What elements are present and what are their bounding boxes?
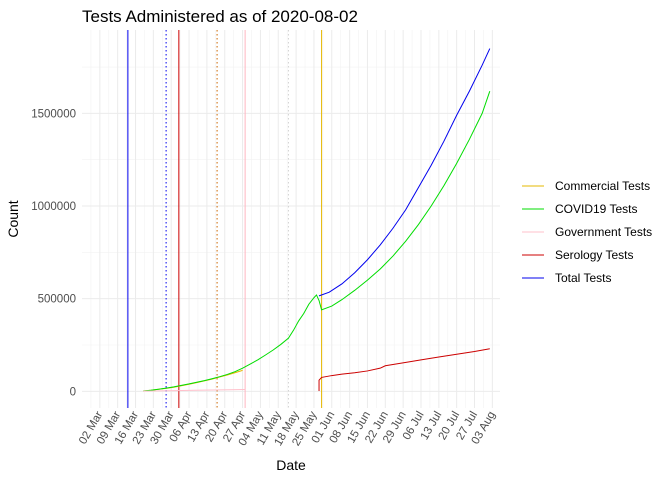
y-tick-label: 1500000	[31, 108, 76, 120]
series-line	[318, 48, 491, 297]
legend-label: Government Tests	[555, 225, 652, 239]
series-line	[143, 90, 491, 392]
series-line	[143, 388, 246, 392]
legend: Commercial Tests COVID19 Tests Government …	[522, 179, 652, 285]
legend-label: Commercial Tests	[555, 179, 650, 193]
series-line	[143, 369, 243, 392]
legend-label: Serology Tests	[555, 248, 634, 262]
reference-lines	[127, 30, 323, 408]
series-lines	[143, 48, 491, 392]
y-axis-ticks: 0 500000 1000000 1500000	[31, 108, 76, 398]
y-tick-label: 500000	[38, 294, 76, 306]
legend-label: Total Tests	[555, 271, 611, 285]
y-tick-label: 0	[70, 386, 76, 398]
series-line	[318, 348, 490, 391]
chart-title: Tests Administered as of 2020-08-02	[82, 7, 358, 26]
y-axis-title: Count	[5, 200, 21, 237]
x-axis-title: Date	[276, 457, 306, 473]
grid	[82, 30, 500, 408]
legend-label: COVID19 Tests	[555, 202, 637, 216]
y-tick-label: 1000000	[31, 201, 76, 213]
